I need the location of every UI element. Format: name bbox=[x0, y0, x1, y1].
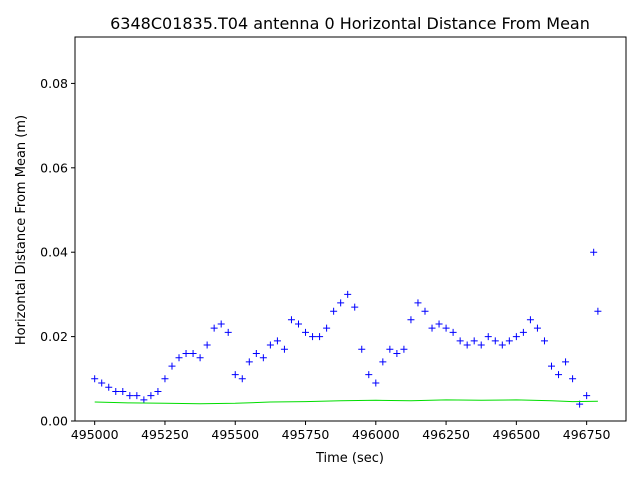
data-point bbox=[231, 371, 239, 379]
series-layer bbox=[91, 248, 602, 408]
data-point bbox=[280, 345, 288, 353]
data-point bbox=[147, 392, 155, 400]
data-point bbox=[372, 379, 380, 387]
data-point bbox=[562, 358, 570, 366]
data-point bbox=[463, 341, 471, 349]
x-tick-label: 495500 bbox=[211, 427, 259, 442]
data-point bbox=[540, 337, 548, 345]
data-point bbox=[337, 299, 345, 307]
data-point bbox=[112, 387, 120, 395]
y-tick-label: 0.04 bbox=[40, 245, 68, 260]
data-point bbox=[154, 387, 162, 395]
data-point bbox=[519, 328, 527, 336]
x-tick-label: 495750 bbox=[282, 427, 330, 442]
data-point bbox=[105, 383, 113, 391]
data-point bbox=[126, 392, 134, 400]
data-point bbox=[294, 320, 302, 328]
data-point bbox=[583, 392, 591, 400]
plot-area: 495000 495250 495500 495750 496000 496250 4965… bbox=[40, 36, 627, 442]
data-point bbox=[435, 320, 443, 328]
data-point bbox=[98, 379, 106, 387]
y-axis: 0.00 0.02 0.04 0.06 0.08 bbox=[40, 76, 75, 429]
data-point bbox=[505, 337, 513, 345]
data-point bbox=[259, 354, 267, 362]
data-point bbox=[358, 345, 366, 353]
data-point bbox=[449, 328, 457, 336]
data-point bbox=[442, 324, 450, 332]
data-point bbox=[252, 349, 260, 357]
data-point bbox=[203, 341, 211, 349]
data-point bbox=[287, 316, 295, 324]
axes-frame bbox=[74, 36, 627, 422]
data-point bbox=[330, 307, 338, 315]
data-point bbox=[238, 375, 246, 383]
data-point bbox=[548, 362, 556, 370]
data-point bbox=[533, 324, 541, 332]
x-tick-label: 496000 bbox=[352, 427, 400, 442]
data-point bbox=[133, 392, 141, 400]
x-tick-label: 496750 bbox=[563, 427, 611, 442]
y-axis-title: Horizontal Distance From Mean (m) bbox=[14, 115, 29, 345]
data-point bbox=[316, 333, 324, 341]
data-point bbox=[484, 333, 492, 341]
axes-background bbox=[75, 37, 626, 421]
y-tick-label: 0.06 bbox=[40, 160, 68, 175]
data-point bbox=[344, 290, 352, 298]
series-1 bbox=[94, 399, 598, 405]
data-point bbox=[477, 341, 485, 349]
x-axis: 495000 495250 495500 495750 496000 496250 4965… bbox=[71, 421, 611, 442]
data-point bbox=[302, 328, 310, 336]
x-tick-label: 496500 bbox=[493, 427, 541, 442]
data-point bbox=[393, 349, 401, 357]
series-0 bbox=[91, 248, 602, 408]
x-axis-title: Time (sec) bbox=[315, 451, 384, 466]
data-point bbox=[498, 341, 506, 349]
data-point bbox=[594, 307, 602, 315]
data-point bbox=[569, 375, 577, 383]
data-point bbox=[491, 337, 499, 345]
data-point bbox=[266, 341, 274, 349]
data-point bbox=[456, 337, 464, 345]
chart-title: 6348C01835.T04 antenna 0 Horizontal Dist… bbox=[110, 14, 590, 33]
y-tick-label: 0.00 bbox=[40, 414, 68, 429]
data-point bbox=[386, 345, 394, 353]
data-point bbox=[161, 375, 169, 383]
data-point bbox=[210, 324, 218, 332]
data-point bbox=[273, 337, 281, 345]
data-point bbox=[400, 345, 408, 353]
data-point bbox=[590, 248, 598, 256]
x-tick-label: 495000 bbox=[71, 427, 119, 442]
y-tick-label: 0.08 bbox=[40, 76, 68, 91]
data-point bbox=[379, 358, 387, 366]
data-point bbox=[182, 349, 190, 357]
data-point bbox=[555, 371, 563, 379]
data-point bbox=[414, 299, 422, 307]
data-point bbox=[189, 349, 197, 357]
data-point bbox=[91, 375, 99, 383]
y-tick-label: 0.02 bbox=[40, 329, 68, 344]
data-point bbox=[526, 316, 534, 324]
data-point bbox=[140, 396, 148, 404]
data-point bbox=[470, 337, 478, 345]
data-point bbox=[119, 387, 127, 395]
data-point bbox=[323, 324, 331, 332]
data-point bbox=[512, 333, 520, 341]
data-point bbox=[428, 324, 436, 332]
data-point bbox=[365, 371, 373, 379]
data-point bbox=[224, 328, 232, 336]
data-point bbox=[407, 316, 415, 324]
data-point bbox=[196, 354, 204, 362]
data-point bbox=[421, 307, 429, 315]
reference-line bbox=[94, 399, 598, 405]
x-tick-label: 495250 bbox=[141, 427, 189, 442]
data-point bbox=[309, 333, 317, 341]
x-tick-label: 496250 bbox=[422, 427, 470, 442]
data-point bbox=[245, 358, 253, 366]
data-point bbox=[217, 320, 225, 328]
data-point bbox=[168, 362, 176, 370]
data-point bbox=[175, 354, 183, 362]
data-point bbox=[351, 303, 359, 311]
